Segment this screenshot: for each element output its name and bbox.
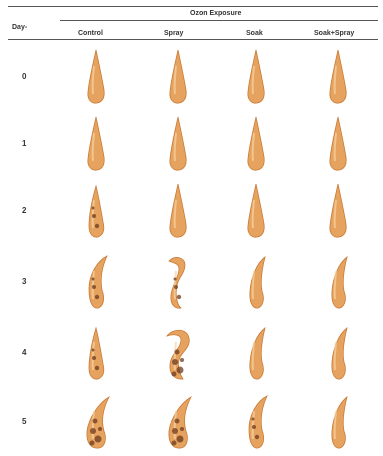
column-header-control: Control: [78, 30, 103, 37]
specimen-image: [71, 391, 121, 453]
group-header: Ozon Exposure: [190, 10, 242, 17]
specimen-image: [153, 391, 203, 453]
specimen-image: [313, 391, 363, 453]
header-rule: [8, 39, 378, 40]
row-header: Day-: [12, 24, 28, 31]
specimen-image: [231, 391, 281, 453]
specimen-image: [71, 251, 121, 313]
specimen-image: [231, 322, 281, 384]
specimen-image: [313, 322, 363, 384]
specimen-image: [153, 113, 203, 175]
specimen-image: [71, 322, 121, 384]
day-label: 0: [22, 72, 27, 81]
column-header-soak-spray: Soak+Spray: [314, 30, 355, 37]
day-label: 4: [22, 348, 27, 357]
group-rule: [60, 20, 378, 21]
specimen-image: [231, 180, 281, 242]
day-label: 2: [22, 206, 27, 215]
day-label: 1: [22, 139, 27, 148]
specimen-image: [313, 46, 363, 108]
specimen-image: [231, 251, 281, 313]
specimen-image: [153, 180, 203, 242]
specimen-image: [153, 322, 203, 384]
specimen-image: [313, 113, 363, 175]
specimen-image: [231, 113, 281, 175]
column-header-soak: Soak: [246, 30, 263, 37]
results-table: Day- Ozon Exposure Control Spray Soak So…: [8, 6, 378, 454]
specimen-image: [71, 113, 121, 175]
specimen-image: [313, 180, 363, 242]
column-header-spray: Spray: [164, 30, 184, 37]
day-label: 3: [22, 277, 27, 286]
top-rule: [8, 6, 378, 7]
specimen-image: [71, 180, 121, 242]
specimen-image: [153, 251, 203, 313]
specimen-image: [71, 46, 121, 108]
specimen-image: [231, 46, 281, 108]
specimen-image: [153, 46, 203, 108]
specimen-image: [313, 251, 363, 313]
day-label: 5: [22, 417, 27, 426]
